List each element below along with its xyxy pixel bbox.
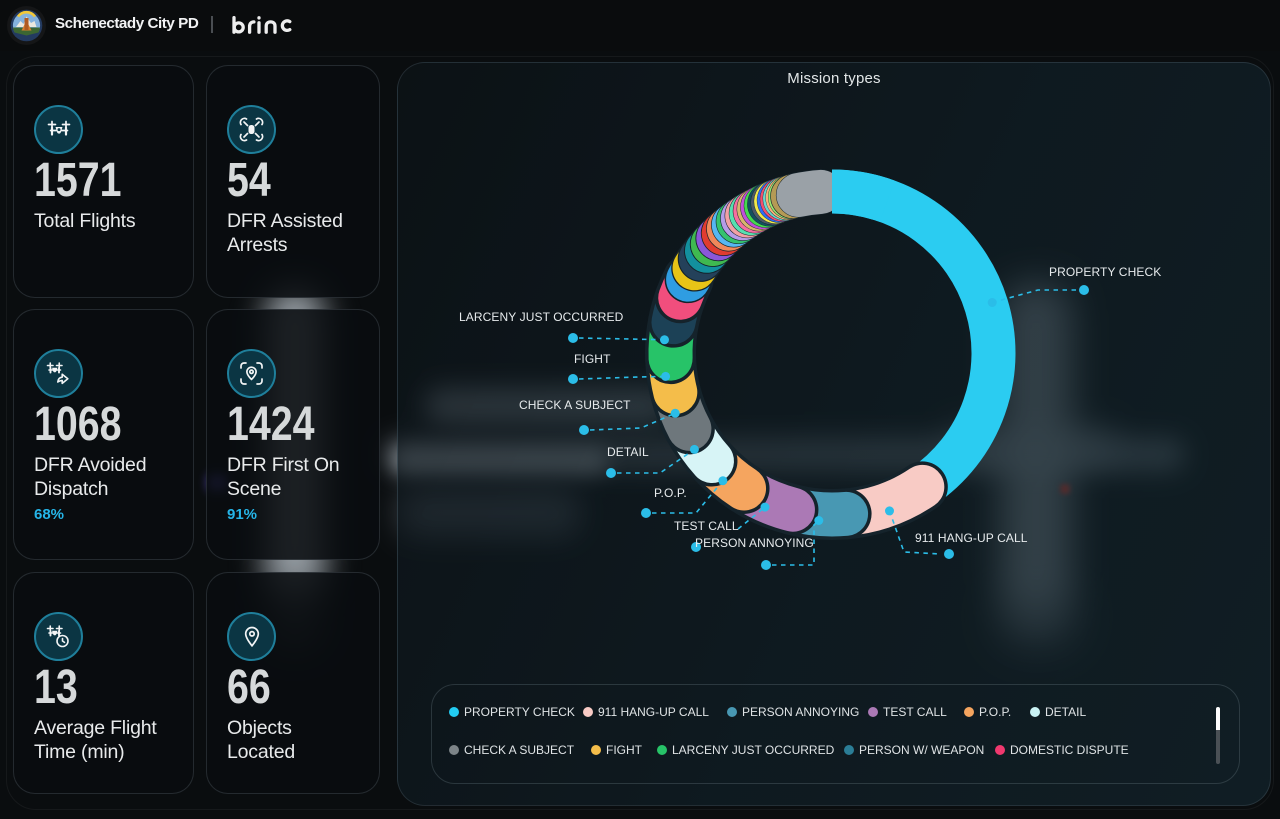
svg-text:CHECK A SUBJECT: CHECK A SUBJECT — [519, 398, 631, 412]
svg-text:TEST CALL: TEST CALL — [674, 519, 739, 533]
svg-text:911 HANG-UP CALL: 911 HANG-UP CALL — [915, 531, 1028, 545]
svg-text:LARCENY JUST OCCURRED: LARCENY JUST OCCURRED — [459, 310, 624, 324]
svg-text:DETAIL: DETAIL — [607, 445, 649, 459]
svg-text:FIGHT: FIGHT — [574, 352, 611, 366]
svg-text:P.O.P.: P.O.P. — [654, 486, 687, 500]
svg-text:PROPERTY CHECK: PROPERTY CHECK — [1049, 265, 1161, 279]
svg-text:PERSON ANNOYING: PERSON ANNOYING — [695, 536, 814, 550]
